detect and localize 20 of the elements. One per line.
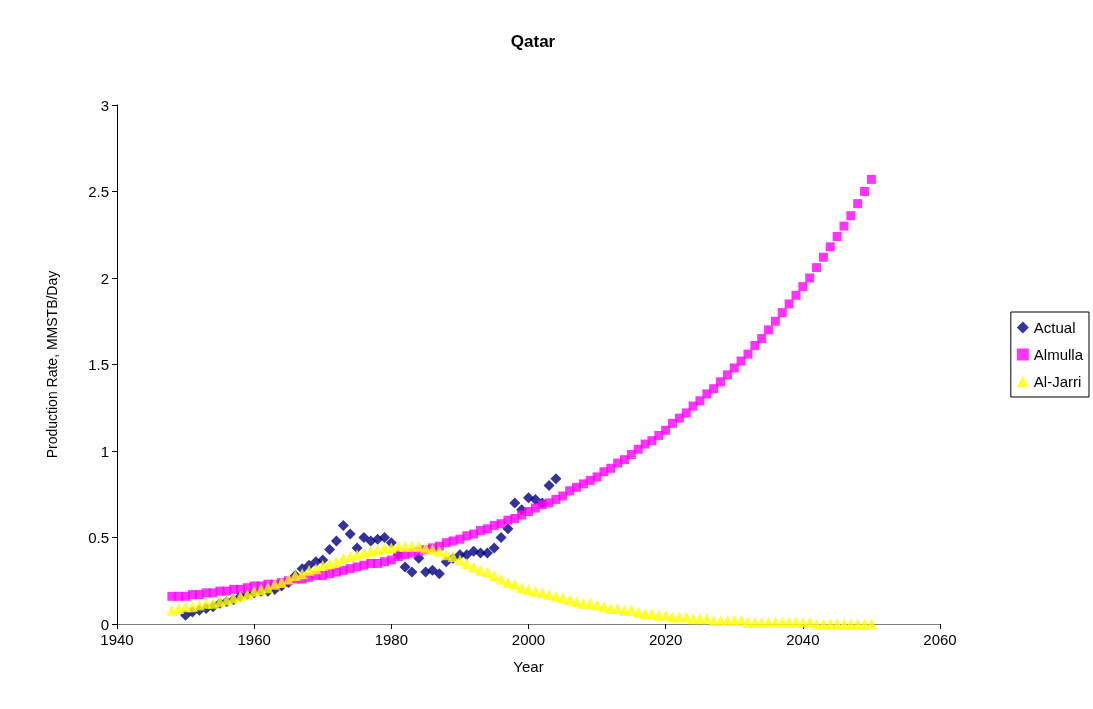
y-tick-label: 0.5 (88, 529, 109, 546)
y-tick-label: 1 (100, 442, 109, 460)
chart-title: Qatar (510, 32, 556, 51)
y-tick-label: 3 (100, 96, 109, 114)
x-tick-label: 2000 (511, 631, 546, 648)
x-tick-label: 2060 (923, 631, 957, 648)
x-axis-title: Year (513, 658, 544, 675)
y-tick-label: 1.5 (88, 356, 109, 373)
legend-label: Almulla (1033, 346, 1084, 363)
x-tick-label: 2040 (786, 631, 820, 648)
x-tick-label: 2020 (648, 631, 683, 648)
y-tick-label: 2.5 (88, 183, 109, 200)
y-axis-title: Production Rate, MMSTB/Day (44, 270, 60, 459)
y-tick-label: 2 (100, 269, 109, 287)
x-tick-label: 1940 (100, 631, 134, 648)
legend-label: Al-Jarri (1033, 373, 1082, 390)
y-tick-label: 0 (100, 615, 109, 633)
x-tick-label: 1980 (374, 631, 409, 648)
x-tick-label: 1960 (237, 631, 271, 648)
legend-label: Actual (1033, 319, 1076, 336)
